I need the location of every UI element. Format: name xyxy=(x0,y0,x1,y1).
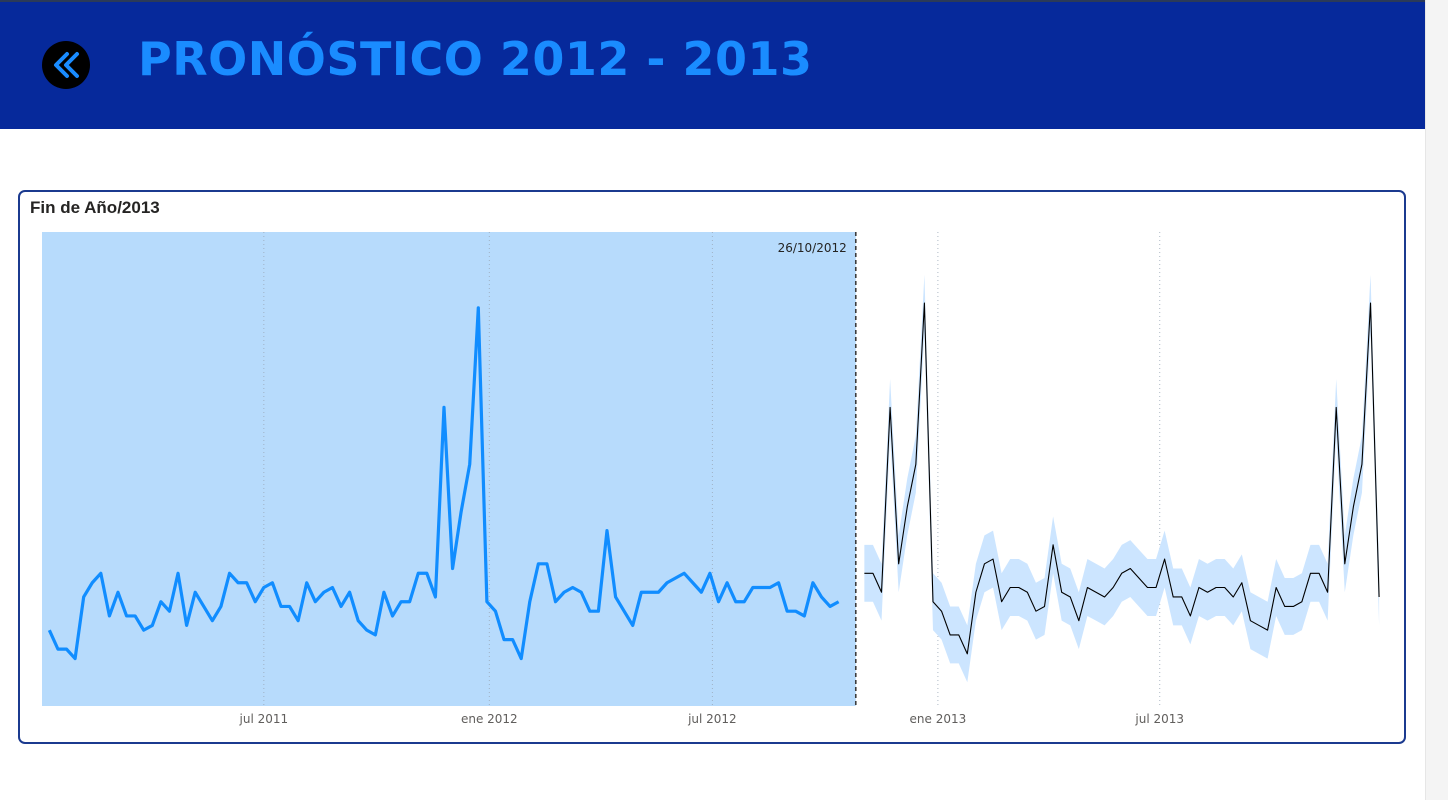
x-tick-label: jul 2011 xyxy=(239,712,289,726)
chart-title: Fin de Año/2013 xyxy=(30,198,160,217)
x-tick-label: jul 2013 xyxy=(1134,712,1184,726)
back-button[interactable] xyxy=(42,41,90,89)
forecast-band xyxy=(864,274,1380,683)
x-tick-label: jul 2012 xyxy=(687,712,737,726)
scrollbar-track[interactable] xyxy=(1425,0,1448,800)
series-line-forecast xyxy=(864,302,1380,655)
double-chevron-left-icon xyxy=(54,52,79,78)
chart-card: Fin de Año/2013 jul 2011 ene 2012 jul 2012… xyxy=(18,190,1406,744)
series-line-actual xyxy=(47,306,840,661)
forecast-start-label: 26/10/2012 xyxy=(778,241,847,255)
header-bar: PRONÓSTICO 2012 - 2013 xyxy=(0,0,1425,129)
page-title: PRONÓSTICO 2012 - 2013 xyxy=(138,32,813,86)
x-tick-label: ene 2012 xyxy=(461,712,518,726)
history-shade xyxy=(42,232,856,706)
forecast-chart: jul 2011 ene 2012 jul 2012 ene 2013 jul 2013… xyxy=(42,232,1380,726)
x-tick-label: ene 2013 xyxy=(910,712,967,726)
